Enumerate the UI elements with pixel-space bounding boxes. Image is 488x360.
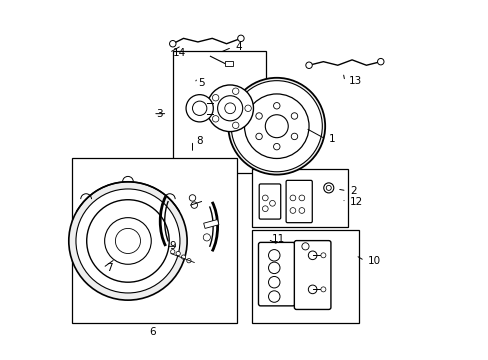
Circle shape [308, 251, 316, 260]
Circle shape [206, 85, 253, 132]
Circle shape [255, 133, 262, 140]
Circle shape [186, 258, 191, 263]
Text: 10: 10 [367, 256, 381, 266]
Circle shape [377, 58, 383, 65]
Circle shape [237, 35, 244, 41]
Circle shape [262, 206, 267, 212]
Circle shape [323, 183, 333, 193]
Text: 12: 12 [349, 197, 363, 207]
Text: 2: 2 [349, 186, 356, 196]
Circle shape [320, 287, 325, 292]
Circle shape [244, 94, 308, 158]
Circle shape [192, 101, 206, 116]
Circle shape [189, 195, 195, 201]
Circle shape [269, 201, 275, 206]
Bar [72, 158, 237, 323]
Circle shape [289, 195, 295, 201]
Text: 4: 4 [235, 42, 242, 52]
Text: 8: 8 [196, 136, 203, 145]
FancyBboxPatch shape [294, 240, 330, 310]
Circle shape [289, 208, 295, 213]
Circle shape [291, 133, 297, 140]
Text: 13: 13 [348, 76, 361, 86]
Circle shape [268, 276, 280, 288]
Circle shape [291, 113, 297, 119]
Text: 14: 14 [172, 48, 185, 58]
Circle shape [217, 96, 242, 121]
Circle shape [244, 105, 251, 112]
Circle shape [262, 195, 267, 201]
Circle shape [176, 251, 180, 256]
Circle shape [298, 195, 304, 201]
Text: 1: 1 [328, 134, 335, 144]
Circle shape [86, 200, 169, 282]
Circle shape [104, 218, 151, 264]
Circle shape [212, 116, 219, 122]
Bar [224, 60, 232, 66]
Circle shape [115, 228, 140, 253]
Circle shape [232, 88, 239, 94]
Text: 5: 5 [198, 78, 204, 88]
Circle shape [265, 115, 287, 138]
Circle shape [181, 255, 185, 259]
Circle shape [203, 234, 210, 241]
Circle shape [169, 41, 176, 47]
Circle shape [298, 208, 304, 213]
Circle shape [268, 262, 280, 274]
FancyBboxPatch shape [259, 184, 280, 219]
Text: 11: 11 [271, 234, 284, 244]
Circle shape [268, 249, 280, 261]
Circle shape [224, 103, 235, 114]
Circle shape [320, 253, 325, 258]
Bar [172, 51, 265, 173]
Circle shape [301, 243, 308, 250]
Text: 9: 9 [169, 241, 176, 251]
Circle shape [76, 189, 180, 293]
Circle shape [273, 143, 280, 150]
Circle shape [170, 249, 175, 254]
Bar [203, 220, 219, 228]
Circle shape [273, 103, 280, 109]
FancyBboxPatch shape [258, 242, 294, 306]
Bar [251, 169, 348, 226]
Circle shape [305, 62, 312, 68]
Circle shape [228, 78, 325, 175]
Circle shape [185, 95, 213, 122]
Circle shape [212, 95, 219, 101]
FancyBboxPatch shape [285, 180, 312, 223]
Circle shape [232, 122, 239, 129]
Circle shape [255, 113, 262, 119]
Circle shape [268, 291, 280, 302]
Circle shape [231, 81, 322, 172]
Circle shape [325, 185, 330, 190]
Circle shape [308, 285, 316, 294]
Text: 3: 3 [156, 109, 163, 119]
Bar [251, 230, 359, 323]
Text: 6: 6 [149, 327, 156, 337]
Circle shape [191, 202, 197, 208]
Circle shape [69, 182, 187, 300]
Text: 7: 7 [106, 263, 113, 273]
